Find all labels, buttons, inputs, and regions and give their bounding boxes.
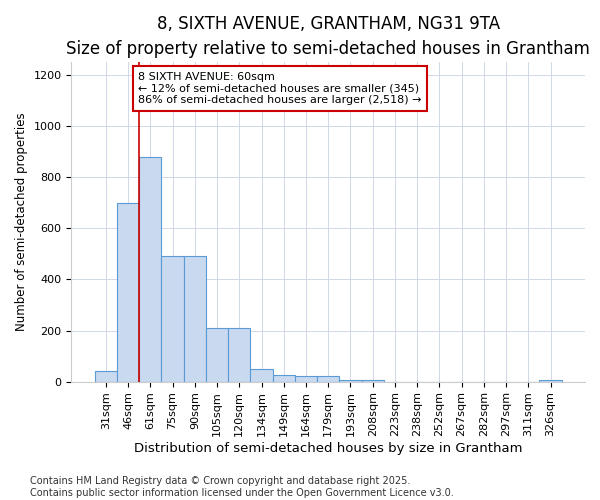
Bar	[206, 328, 228, 382]
Bar	[317, 376, 340, 382]
Bar	[539, 380, 562, 382]
Bar	[184, 256, 206, 382]
Bar	[117, 203, 139, 382]
Bar	[340, 380, 362, 382]
Bar	[161, 256, 184, 382]
X-axis label: Distribution of semi-detached houses by size in Grantham: Distribution of semi-detached houses by …	[134, 442, 523, 455]
Title: 8, SIXTH AVENUE, GRANTHAM, NG31 9TA
Size of property relative to semi-detached h: 8, SIXTH AVENUE, GRANTHAM, NG31 9TA Size…	[66, 15, 590, 58]
Bar	[295, 376, 317, 382]
Bar	[250, 369, 272, 382]
Text: 8 SIXTH AVENUE: 60sqm
← 12% of semi-detached houses are smaller (345)
86% of sem: 8 SIXTH AVENUE: 60sqm ← 12% of semi-deta…	[138, 72, 422, 105]
Bar	[362, 380, 384, 382]
Text: Contains HM Land Registry data © Crown copyright and database right 2025.
Contai: Contains HM Land Registry data © Crown c…	[30, 476, 454, 498]
Bar	[139, 157, 161, 382]
Bar	[228, 328, 250, 382]
Bar	[272, 375, 295, 382]
Bar	[95, 372, 117, 382]
Y-axis label: Number of semi-detached properties: Number of semi-detached properties	[15, 112, 28, 332]
